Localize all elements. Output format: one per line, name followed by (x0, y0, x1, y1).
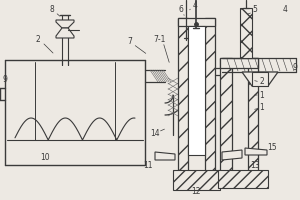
Text: 7: 7 (128, 38, 132, 46)
Text: 6: 6 (178, 5, 183, 15)
Text: 15: 15 (267, 144, 277, 152)
Bar (218, 170, 268, 188)
Bar (178, 18, 215, 26)
Bar (220, 58, 258, 68)
Bar (205, 18, 215, 175)
Text: 2: 2 (260, 77, 264, 86)
Text: 9: 9 (3, 75, 8, 84)
Bar (178, 18, 188, 175)
Text: 8: 8 (50, 5, 54, 15)
Text: 14: 14 (150, 129, 160, 138)
Polygon shape (56, 20, 74, 28)
Text: 13: 13 (250, 160, 260, 170)
Bar (240, 8, 252, 58)
Bar (173, 170, 220, 190)
Bar (220, 58, 232, 175)
Text: 2: 2 (36, 36, 40, 45)
Text: 12: 12 (191, 188, 201, 196)
Bar (188, 26, 205, 155)
Polygon shape (155, 152, 175, 160)
Polygon shape (242, 72, 278, 86)
Text: 1: 1 (260, 104, 264, 112)
Text: 4: 4 (283, 5, 287, 15)
Text: 11: 11 (143, 160, 153, 170)
Bar (248, 58, 258, 175)
Text: 9: 9 (292, 64, 297, 72)
Text: 7-1: 7-1 (154, 36, 166, 45)
Polygon shape (56, 28, 74, 38)
Polygon shape (222, 150, 242, 160)
Text: 1: 1 (260, 90, 264, 99)
Bar (252, 72, 268, 86)
Text: 10: 10 (40, 154, 50, 162)
Polygon shape (245, 148, 267, 155)
Text: 4: 4 (193, 0, 197, 9)
Text: 5: 5 (253, 5, 257, 15)
